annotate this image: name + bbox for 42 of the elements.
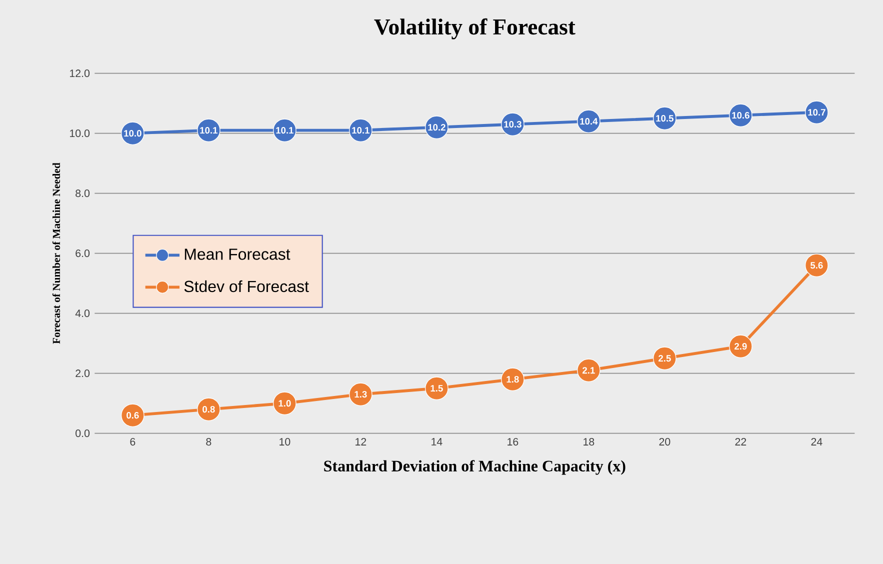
y-tick-label: 4.0 — [75, 310, 90, 318]
data-label: 1.0 — [278, 400, 291, 407]
data-label: 1.3 — [354, 391, 367, 398]
data-label: 2.9 — [734, 343, 747, 350]
y-axis-title: Forecast of Number of Machine Needed — [52, 162, 60, 344]
x-tick-label: 24 — [811, 438, 822, 446]
x-tick-label: 14 — [432, 438, 442, 446]
data-label: 10.5 — [656, 115, 674, 122]
data-label: 5.6 — [810, 262, 823, 269]
x-tick-label: 10 — [280, 438, 290, 446]
y-tick-label: 2.0 — [76, 370, 90, 378]
legend-label: Stdev of Forecast — [184, 280, 309, 292]
data-label: 0.6 — [126, 412, 139, 419]
x-tick-label: 6 — [130, 438, 136, 446]
data-label: 10.1 — [276, 127, 294, 134]
data-label: 2.5 — [658, 355, 671, 362]
data-label: 10.3 — [504, 121, 522, 128]
data-label: 1.5 — [430, 385, 443, 392]
data-label: 1.8 — [506, 376, 519, 383]
data-label: 0.8 — [202, 406, 215, 413]
x-tick-label: 12 — [356, 438, 366, 446]
data-label: 10.1 — [200, 127, 218, 134]
y-tick-label: 12.0 — [70, 70, 90, 78]
data-label: 10.6 — [732, 112, 750, 119]
x-tick-label: 22 — [735, 438, 746, 446]
legend-label: Mean Forecast — [184, 248, 290, 260]
y-tick-label: 8.0 — [76, 190, 90, 198]
x-tick-label: 18 — [584, 438, 594, 446]
data-label: 10.4 — [580, 118, 598, 125]
data-label: 10.0 — [124, 130, 142, 137]
data-label: 10.7 — [808, 109, 826, 116]
x-tick-label: 20 — [659, 438, 670, 446]
y-tick-label: 0.0 — [76, 430, 90, 438]
chart-title: Volatility of Forecast — [374, 18, 576, 40]
y-tick-label: 10.0 — [70, 130, 90, 138]
x-axis-title: Standard Deviation of Machine Capacity (x) — [324, 460, 626, 475]
data-label: 10.2 — [428, 124, 446, 131]
data-label: 2.1 — [582, 367, 595, 374]
data-label: 10.1 — [352, 127, 370, 134]
x-tick-label: 8 — [206, 438, 212, 446]
x-tick-label: 16 — [508, 438, 518, 446]
y-tick-label: 6.0 — [76, 250, 90, 258]
